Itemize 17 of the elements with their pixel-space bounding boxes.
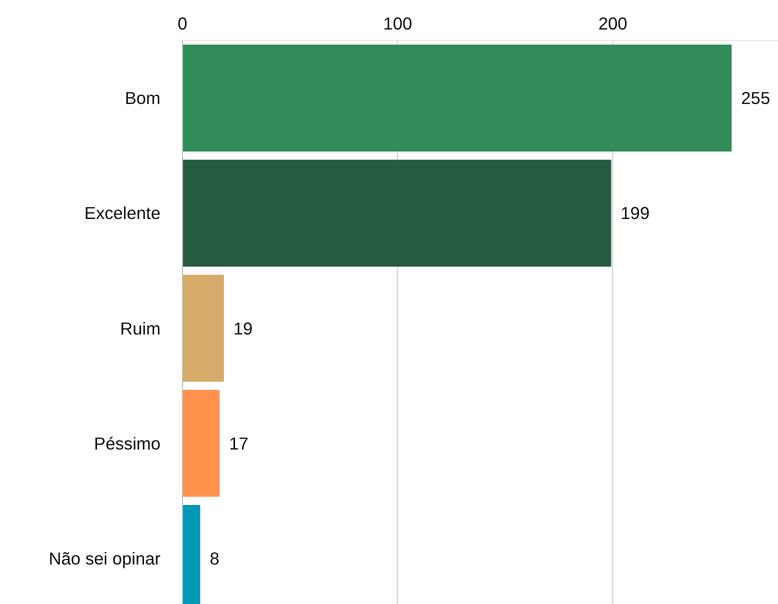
y-tick-label: Bom	[124, 88, 161, 108]
x-tick-label: 200	[598, 14, 628, 34]
y-tick-label: Não sei opinar	[48, 548, 161, 568]
y-tick-label: Ruim	[120, 318, 160, 338]
data-label: 17	[229, 433, 248, 454]
y-tick-label: Péssimo	[94, 433, 161, 454]
data-label: 255	[741, 88, 770, 108]
data-label: 19	[233, 318, 253, 338]
x-tick-label: 100	[383, 14, 412, 34]
data-label: 8	[210, 548, 220, 568]
bar	[182, 44, 732, 152]
bar	[182, 274, 224, 382]
y-tick-label: Excelente	[84, 203, 161, 224]
bar	[182, 390, 220, 497]
data-label: 199	[620, 203, 650, 224]
bar	[182, 160, 612, 267]
x-tick-label: 0	[178, 14, 188, 34]
